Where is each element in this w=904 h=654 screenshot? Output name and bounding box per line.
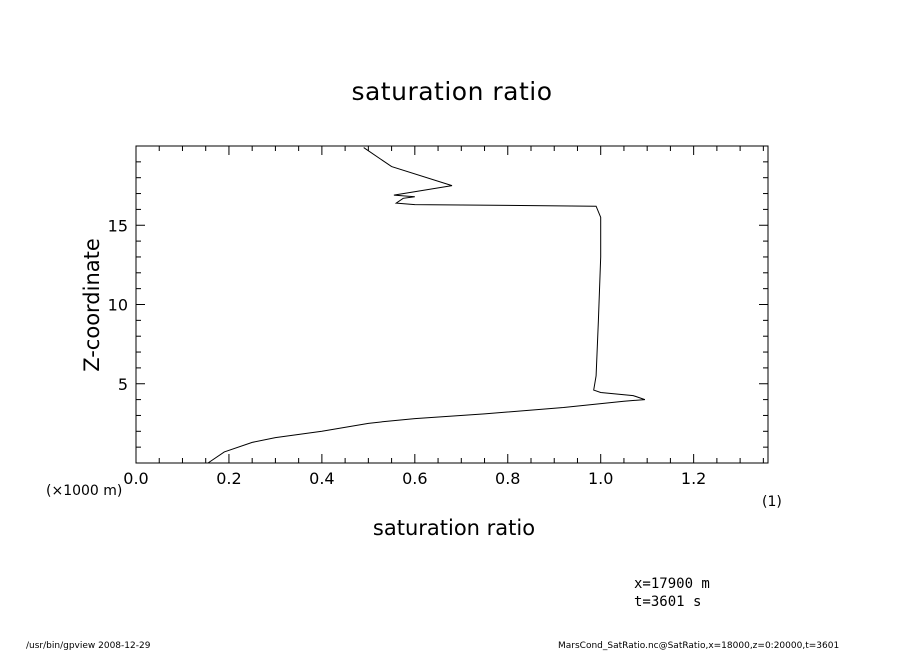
y-axis-unit: (×1000 m) bbox=[46, 483, 123, 499]
x-tick-label: 0.2 bbox=[216, 469, 241, 488]
chart-title: saturation ratio bbox=[351, 77, 553, 106]
x-tick-label: 1.0 bbox=[588, 469, 613, 488]
x-axis-label: saturation ratio bbox=[372, 516, 536, 540]
axis-ticks bbox=[135, 145, 768, 464]
footer-right: MarsCond_SatRatio.nc@SatRatio,x=18000,z=… bbox=[558, 641, 840, 651]
x-tick-labels: 0.0 0.2 0.4 0.6 0.8 1.0 1.2 bbox=[123, 469, 706, 488]
plot-frame bbox=[135, 145, 769, 464]
x-axis-unit: (1) bbox=[762, 494, 782, 510]
x-tick-label: 0.6 bbox=[402, 469, 427, 488]
x-tick-label: 0.0 bbox=[123, 469, 148, 488]
x-tick-label: 0.4 bbox=[309, 469, 334, 488]
y-tick-label: 5 bbox=[118, 375, 128, 394]
x-tick-label: 0.8 bbox=[495, 469, 520, 488]
series-line bbox=[207, 147, 646, 464]
footer-left: /usr/bin/gpview 2008-12-29 bbox=[26, 641, 151, 651]
y-tick-labels: 5 10 15 bbox=[108, 216, 128, 394]
position-annotation: x=17900 m bbox=[634, 576, 710, 592]
y-axis-label: Z-coordinate bbox=[80, 238, 104, 372]
time-annotation: t=3601 s bbox=[634, 594, 702, 610]
y-tick-label: 15 bbox=[108, 216, 128, 235]
x-tick-label: 1.2 bbox=[681, 469, 706, 488]
y-tick-label: 10 bbox=[108, 296, 128, 315]
